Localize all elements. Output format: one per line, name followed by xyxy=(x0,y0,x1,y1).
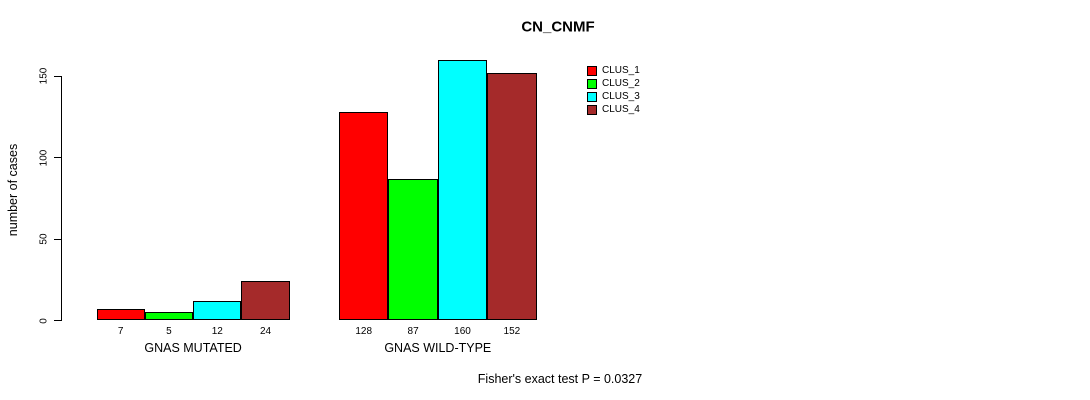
bar-value-label: 7 xyxy=(117,326,124,337)
bar-value-label: 12 xyxy=(211,326,223,337)
bar-value-label: 24 xyxy=(259,326,272,337)
y-axis-line xyxy=(60,76,62,321)
legend-item-clus_1: CLUS_1 xyxy=(587,66,640,76)
chart-title: CN_CNMF xyxy=(521,18,595,36)
bar-clus_1-group1 xyxy=(96,309,145,321)
legend-label: CLUS_3 xyxy=(602,91,640,102)
legend-swatch xyxy=(587,66,597,76)
y-tick-label: 150 xyxy=(38,67,50,85)
bar-value-label: 87 xyxy=(407,326,419,337)
legend-label: CLUS_4 xyxy=(602,104,640,115)
legend-swatch xyxy=(587,92,597,102)
legend-item-clus_2: CLUS_2 xyxy=(587,79,640,89)
y-tick-label: 0 xyxy=(38,317,50,324)
bar-value-label: 5 xyxy=(166,326,172,337)
bar-clus_4-group2 xyxy=(487,72,537,321)
y-tick xyxy=(53,320,61,321)
bar-clus_2-group1 xyxy=(144,312,194,321)
fisher-test-annotation: Fisher's exact test P = 0.0327 xyxy=(477,372,643,386)
bar-clus_3-group2 xyxy=(437,59,488,321)
bar-clus_1-group2 xyxy=(339,112,389,321)
legend-swatch xyxy=(587,79,597,89)
bar-value-label: 128 xyxy=(355,326,373,337)
bar-value-label: 160 xyxy=(454,326,471,337)
y-tick-label: 50 xyxy=(38,233,50,245)
category-label-2: GNAS WILD-TYPE xyxy=(384,341,492,355)
y-tick xyxy=(53,238,61,240)
y-tick-label: 100 xyxy=(38,149,50,166)
category-label-1: GNAS MUTATED xyxy=(144,341,242,355)
legend-label: CLUS_1 xyxy=(602,65,640,76)
bar-value-label: 152 xyxy=(503,326,521,337)
bar-clus_2-group2 xyxy=(388,178,438,321)
y-axis-label: number of cases xyxy=(6,143,20,237)
legend-item-clus_4: CLUS_4 xyxy=(587,105,640,115)
legend-item-clus_3: CLUS_3 xyxy=(587,92,640,102)
bar-clus_3-group1 xyxy=(193,300,242,321)
legend-label: CLUS_2 xyxy=(602,78,640,89)
legend: CLUS_1 CLUS_2 CLUS_3 CLUS_4 xyxy=(587,66,640,115)
y-tick xyxy=(53,75,61,77)
y-tick xyxy=(53,157,61,159)
bar-clus_4-group1 xyxy=(241,281,290,321)
legend-swatch xyxy=(587,105,597,115)
